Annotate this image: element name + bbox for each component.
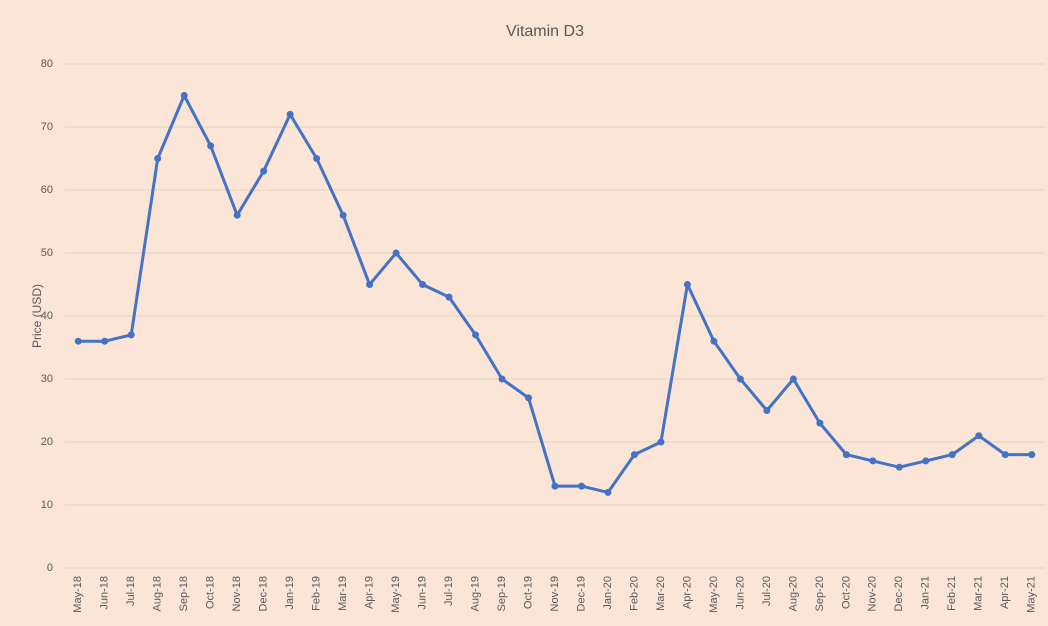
- point: [445, 293, 453, 301]
- x-tick-label: Apr-20: [681, 576, 693, 609]
- x-tick-label: May-21: [1026, 576, 1038, 613]
- point: [207, 142, 215, 150]
- x-tick-label: Mar-19: [337, 576, 349, 611]
- point: [948, 451, 956, 459]
- x-tick-label: May-20: [708, 576, 720, 613]
- y-axis-label: Price (USD): [30, 284, 44, 348]
- point: [127, 331, 135, 339]
- x-tick-label: Nov-20: [867, 576, 879, 611]
- point: [869, 457, 877, 465]
- y-tick-label: 20: [41, 436, 53, 448]
- x-tick-label: Jan-21: [920, 576, 932, 610]
- x-tick-label: May-18: [72, 576, 84, 613]
- x-tick-label: Mar-21: [973, 576, 985, 611]
- point: [577, 482, 585, 490]
- point: [339, 211, 347, 219]
- x-tick-label: Jun-18: [99, 576, 111, 610]
- x-tick-label: Oct-20: [840, 576, 852, 609]
- point: [74, 337, 82, 345]
- x-tick-label: Sep-20: [814, 576, 826, 611]
- point: [180, 92, 188, 99]
- x-tick-label: Aug-19: [469, 576, 481, 611]
- point: [101, 337, 109, 345]
- point: [736, 375, 744, 383]
- point: [498, 375, 506, 383]
- x-tick-label: Oct-18: [205, 576, 217, 609]
- chart-title: Vitamin D3: [506, 23, 584, 40]
- y-tick-label: 80: [41, 58, 53, 70]
- x-tick-label: Aug-20: [787, 576, 799, 611]
- point: [710, 337, 718, 345]
- x-tick-label: May-19: [390, 576, 402, 613]
- y-tick-label: 50: [41, 247, 53, 259]
- y-tick-label: 40: [41, 310, 53, 322]
- x-tick-label: Feb-19: [311, 576, 323, 611]
- x-tick-label: Jun-20: [734, 576, 746, 610]
- point: [472, 331, 480, 339]
- x-tick-label: Apr-21: [999, 576, 1011, 609]
- x-tick-label: Feb-20: [628, 576, 640, 611]
- point: [551, 482, 559, 490]
- point: [630, 451, 638, 459]
- point: [392, 249, 400, 257]
- x-tick-label: Apr-19: [364, 576, 376, 609]
- x-tick-label: Feb-21: [946, 576, 958, 611]
- x-tick-label: Dec-19: [575, 576, 587, 611]
- x-tick-label: Dec-20: [893, 576, 905, 611]
- x-tick-label: Aug-18: [152, 576, 164, 611]
- x-tick-label: Oct-19: [522, 576, 534, 609]
- point: [419, 281, 427, 288]
- point: [286, 110, 294, 118]
- point: [922, 457, 930, 465]
- point: [683, 281, 691, 288]
- x-tick-label: Nov-18: [231, 576, 243, 611]
- point: [260, 167, 268, 175]
- x-tick-label: Jul-20: [761, 576, 773, 606]
- point: [154, 155, 162, 162]
- point: [816, 419, 824, 427]
- point: [233, 211, 241, 219]
- point: [763, 407, 771, 414]
- x-tick-label: Jan-19: [284, 576, 296, 610]
- x-tick-label: Nov-19: [549, 576, 561, 611]
- point: [604, 488, 612, 496]
- x-tick-label: Jul-18: [125, 576, 137, 606]
- point: [789, 375, 797, 383]
- point: [1028, 451, 1036, 459]
- x-tick-label: Dec-18: [258, 576, 270, 611]
- point: [842, 451, 850, 459]
- point: [895, 463, 903, 471]
- point: [975, 432, 983, 440]
- x-tick-label: Mar-20: [655, 576, 667, 611]
- x-tick-label: Jun-19: [416, 576, 428, 610]
- x-tick-label: Jan-20: [602, 576, 614, 610]
- y-tick-label: 0: [47, 562, 53, 574]
- y-tick-label: 10: [41, 499, 53, 511]
- x-tick-label: Sep-19: [496, 576, 508, 611]
- point: [657, 438, 665, 446]
- y-tick-label: 30: [41, 373, 53, 385]
- point: [1001, 451, 1009, 459]
- y-tick-label: 60: [41, 184, 53, 196]
- x-tick-label: Sep-18: [178, 576, 190, 611]
- point: [366, 281, 374, 288]
- point: [525, 394, 533, 402]
- y-tick-label: 70: [41, 121, 53, 133]
- point: [313, 155, 321, 162]
- x-tick-label: Jul-19: [443, 576, 455, 606]
